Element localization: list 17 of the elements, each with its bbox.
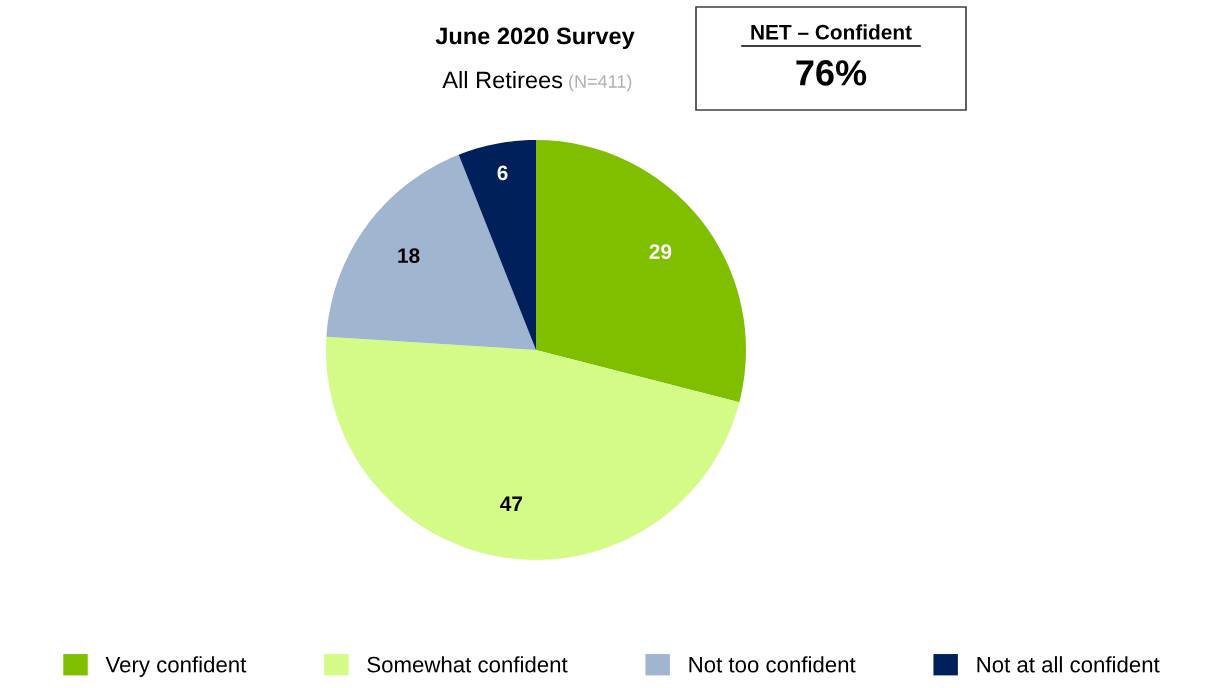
pie-slice: [326, 336, 740, 560]
legend-label: Not too confident: [689, 656, 856, 673]
pie-slice: [536, 140, 746, 403]
text: 76%: [796, 60, 867, 86]
text: NET – Confident: [751, 24, 912, 40]
data-label: 29: [649, 244, 672, 260]
legend-label: Somewhat confident: [367, 656, 568, 673]
pie-slice: [326, 154, 536, 350]
text: (N=411): [569, 74, 632, 92]
pie-slice: [458, 140, 536, 350]
data-label: 47: [500, 496, 523, 511]
legend-label: Not at all confident: [977, 656, 1160, 673]
chart-title: June 2020 Survey: [435, 27, 635, 50]
chart-subtitle: All Retirees: [442, 71, 563, 89]
data-label: 18: [398, 248, 420, 264]
data-label: 6: [497, 165, 508, 181]
legend-label: Very confident: [105, 656, 247, 677]
